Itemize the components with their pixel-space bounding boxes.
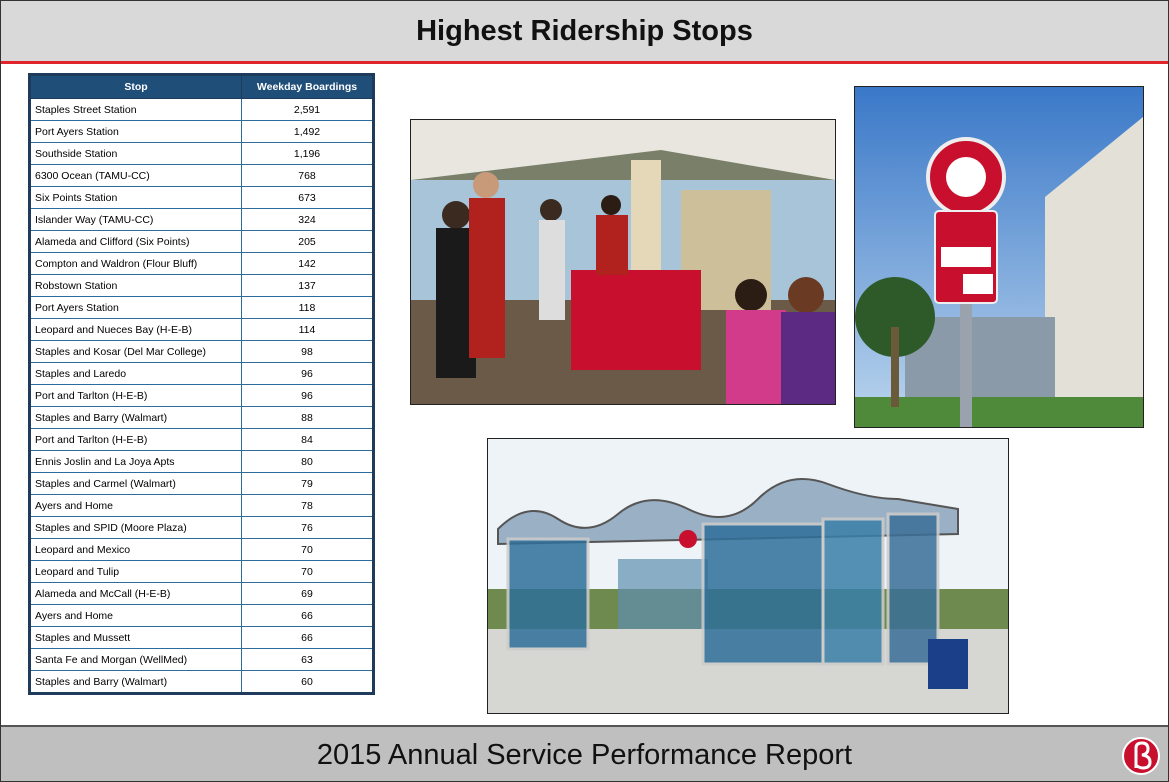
stop-name: Compton and Waldron (Flour Bluff) — [30, 253, 242, 275]
table-row: Staples and Barry (Walmart)88 — [30, 407, 374, 429]
boardings: 80 — [242, 451, 374, 473]
stop-name: Port and Tarlton (H-E-B) — [30, 429, 242, 451]
stop-name: Staples and Carmel (Walmart) — [30, 473, 242, 495]
table-row: Port and Tarlton (H-E-B)96 — [30, 385, 374, 407]
stop-name: Alameda and Clifford (Six Points) — [30, 231, 242, 253]
boardings: 205 — [242, 231, 374, 253]
column-header: Weekday Boardings — [242, 75, 374, 99]
stop-name: 6300 Ocean (TAMU-CC) — [30, 165, 242, 187]
table-row: Port and Tarlton (H-E-B)84 — [30, 429, 374, 451]
stop-name: Six Points Station — [30, 187, 242, 209]
boardings: 673 — [242, 187, 374, 209]
boardings: 76 — [242, 517, 374, 539]
boardings: 2,591 — [242, 99, 374, 121]
photo-bus-stop-sign — [854, 86, 1144, 428]
slide: Highest Ridership Stops Stop Weekday Boa… — [0, 0, 1169, 782]
header-row: Stop Weekday Boardings — [30, 75, 374, 99]
boardings: 78 — [242, 495, 374, 517]
column-header: Stop — [30, 75, 242, 99]
stop-name: Ennis Joslin and La Joya Apts — [30, 451, 242, 473]
stop-name: Staples and Kosar (Del Mar College) — [30, 341, 242, 363]
boardings: 96 — [242, 363, 374, 385]
boardings: 84 — [242, 429, 374, 451]
ridership-table: Stop Weekday Boardings Staples Street St… — [28, 73, 375, 695]
boardings: 118 — [242, 297, 374, 319]
footer: 2015 Annual Service Performance Report — [1, 725, 1168, 782]
table-row: Santa Fe and Morgan (WellMed)63 — [30, 649, 374, 671]
stop-name: Ayers and Home — [30, 605, 242, 627]
table-row: Alameda and Clifford (Six Points)205 — [30, 231, 374, 253]
boardings: 66 — [242, 605, 374, 627]
stop-name: Santa Fe and Morgan (WellMed) — [30, 649, 242, 671]
title: Highest Ridership Stops — [1, 1, 1168, 61]
boardings: 142 — [242, 253, 374, 275]
stop-name: Ayers and Home — [30, 495, 242, 517]
boardings: 70 — [242, 561, 374, 583]
boardings: 768 — [242, 165, 374, 187]
stop-name: Islander Way (TAMU-CC) — [30, 209, 242, 231]
header: Highest Ridership Stops — [1, 1, 1168, 64]
boardings: 1,492 — [242, 121, 374, 143]
stop-name: Port and Tarlton (H-E-B) — [30, 385, 242, 407]
table-row: Staples and Carmel (Walmart)79 — [30, 473, 374, 495]
stop-name: Staples and Barry (Walmart) — [30, 671, 242, 694]
table-row: Staples and Kosar (Del Mar College)98 — [30, 341, 374, 363]
boardings: 79 — [242, 473, 374, 495]
table-row: Staples and Barry (Walmart)60 — [30, 671, 374, 694]
table-row: Compton and Waldron (Flour Bluff)142 — [30, 253, 374, 275]
boardings: 63 — [242, 649, 374, 671]
stop-name: Staples Street Station — [30, 99, 242, 121]
table-row: Alameda and McCall (H-E-B)69 — [30, 583, 374, 605]
photo-outreach — [410, 119, 836, 405]
table-row: Staples and SPID (Moore Plaza)76 — [30, 517, 374, 539]
stop-name: Staples and Mussett — [30, 627, 242, 649]
stop-name: Robstown Station — [30, 275, 242, 297]
table-row: Leopard and Nueces Bay (H-E-B)114 — [30, 319, 374, 341]
boardings: 96 — [242, 385, 374, 407]
stop-name: Port Ayers Station — [30, 121, 242, 143]
boardings: 114 — [242, 319, 374, 341]
boardings: 70 — [242, 539, 374, 561]
boardings: 137 — [242, 275, 374, 297]
boardings: 60 — [242, 671, 374, 694]
photo-bus-shelter — [487, 438, 1009, 714]
stop-name: Leopard and Nueces Bay (H-E-B) — [30, 319, 242, 341]
stop-name: Leopard and Tulip — [30, 561, 242, 583]
stop-name: Staples and Barry (Walmart) — [30, 407, 242, 429]
stop-name: Staples and Laredo — [30, 363, 242, 385]
boardings: 88 — [242, 407, 374, 429]
boardings: 98 — [242, 341, 374, 363]
boardings: 1,196 — [242, 143, 374, 165]
stop-name: Southside Station — [30, 143, 242, 165]
stop-name: Port Ayers Station — [30, 297, 242, 319]
logo — [1121, 736, 1161, 776]
boardings: 66 — [242, 627, 374, 649]
boardings: 69 — [242, 583, 374, 605]
boardings: 324 — [242, 209, 374, 231]
table-row: 6300 Ocean (TAMU-CC)768 — [30, 165, 374, 187]
footer-title: 2015 Annual Service Performance Report — [1, 727, 1168, 782]
table-row: Islander Way (TAMU-CC)324 — [30, 209, 374, 231]
stop-name: Staples and SPID (Moore Plaza) — [30, 517, 242, 539]
stop-name: Alameda and McCall (H-E-B) — [30, 583, 242, 605]
stop-name: Leopard and Mexico — [30, 539, 242, 561]
